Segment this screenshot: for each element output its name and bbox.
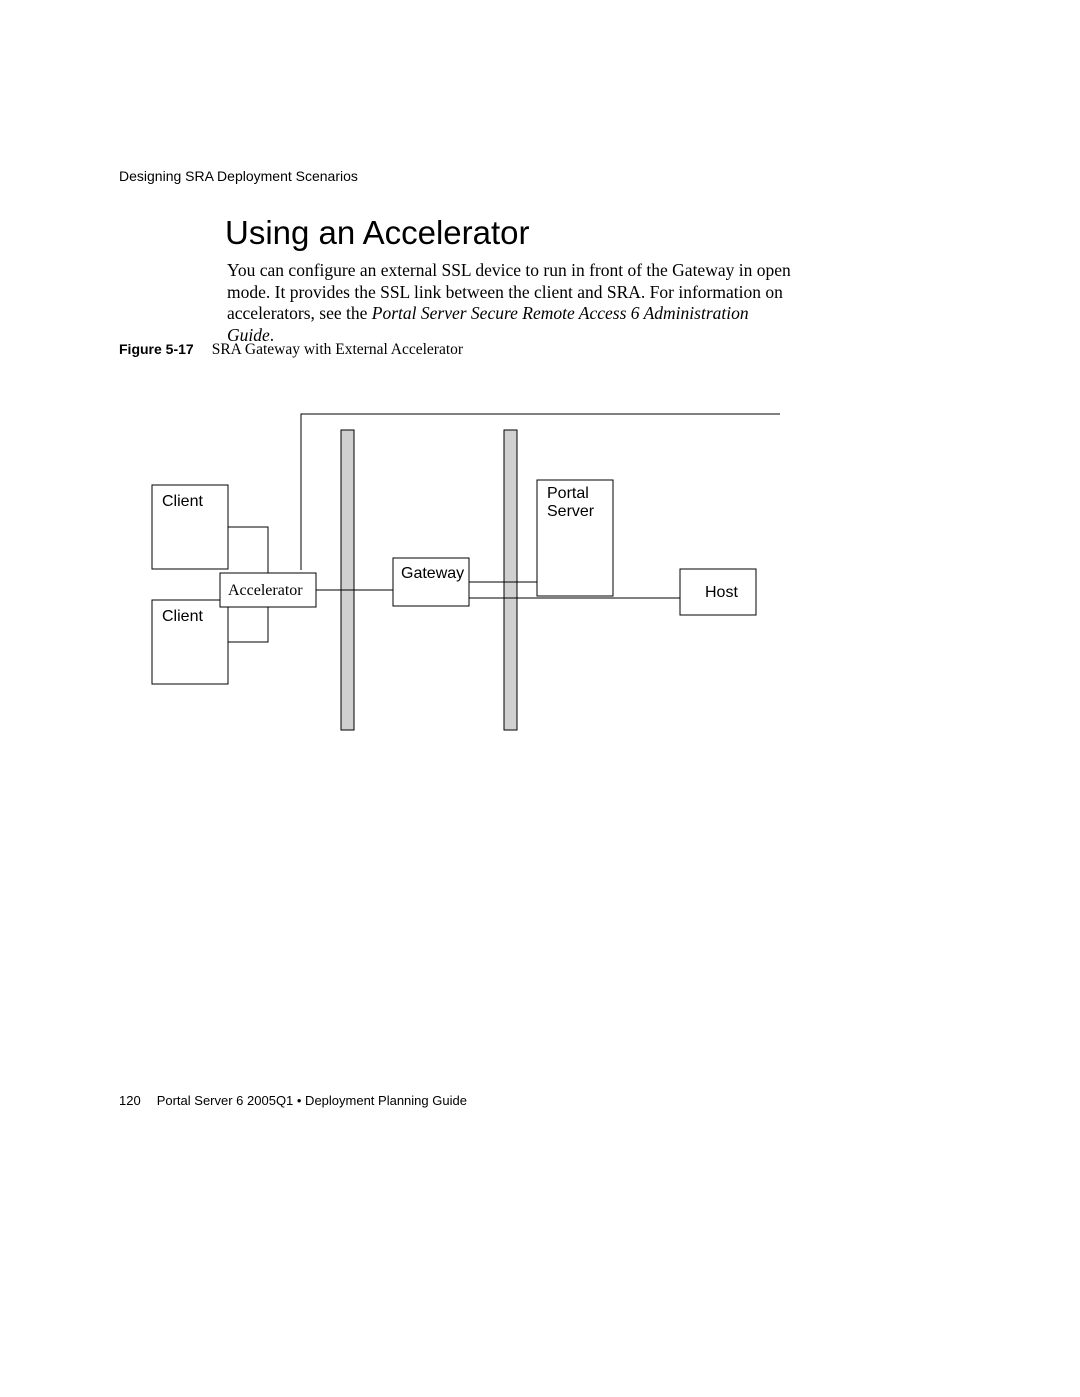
diagram-svg: Client Client Accelerator Gateway PortalServ… — [120, 390, 780, 750]
running-header: Designing SRA Deployment Scenarios — [119, 168, 358, 184]
svg-text:Host: Host — [705, 584, 738, 601]
svg-text:Server: Server — [547, 503, 595, 520]
figure-title: SRA Gateway with External Accelerator — [212, 341, 463, 358]
svg-text:Client: Client — [162, 608, 203, 625]
footer-text: Portal Server 6 2005Q1 • Deployment Plan… — [157, 1093, 467, 1108]
section-paragraph: You can configure an external SSL device… — [227, 260, 797, 346]
svg-text:Portal: Portal — [547, 485, 589, 502]
svg-text:Client: Client — [162, 493, 203, 510]
svg-text:Gateway: Gateway — [401, 565, 464, 582]
figure-label: Figure 5-17 — [119, 341, 194, 357]
figure-caption: Figure 5-17 SRA Gateway with External Acc… — [119, 341, 463, 359]
section-title: Using an Accelerator — [225, 214, 530, 252]
page-number: 120 — [119, 1093, 141, 1108]
page-footer: 120 Portal Server 6 2005Q1 • Deployment P… — [119, 1093, 467, 1108]
diagram-container: Client Client Accelerator Gateway PortalServ… — [120, 390, 780, 750]
svg-text:Accelerator: Accelerator — [228, 582, 303, 599]
